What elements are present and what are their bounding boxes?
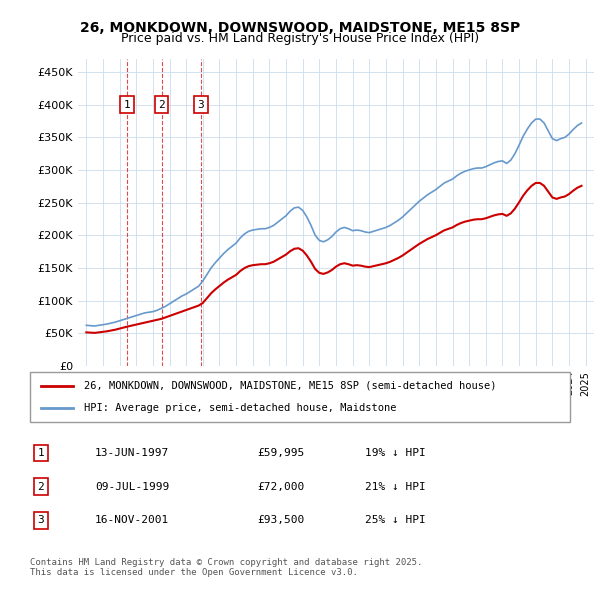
Text: 3: 3 [37,516,44,525]
Text: 26, MONKDOWN, DOWNSWOOD, MAIDSTONE, ME15 8SP: 26, MONKDOWN, DOWNSWOOD, MAIDSTONE, ME15… [80,21,520,35]
Text: Contains HM Land Registry data © Crown copyright and database right 2025.
This d: Contains HM Land Registry data © Crown c… [30,558,422,577]
Text: £72,000: £72,000 [257,482,304,491]
Text: £93,500: £93,500 [257,516,304,525]
Text: 3: 3 [197,100,204,110]
Text: HPI: Average price, semi-detached house, Maidstone: HPI: Average price, semi-detached house,… [84,403,397,413]
Text: 1: 1 [37,448,44,458]
Text: £59,995: £59,995 [257,448,304,458]
Text: 13-JUN-1997: 13-JUN-1997 [95,448,169,458]
Text: 16-NOV-2001: 16-NOV-2001 [95,516,169,525]
Text: 09-JUL-1999: 09-JUL-1999 [95,482,169,491]
FancyBboxPatch shape [30,372,570,422]
Text: 2: 2 [37,482,44,491]
Text: 2: 2 [158,100,165,110]
Text: 21% ↓ HPI: 21% ↓ HPI [365,482,425,491]
Text: 19% ↓ HPI: 19% ↓ HPI [365,448,425,458]
Text: 25% ↓ HPI: 25% ↓ HPI [365,516,425,525]
Text: 26, MONKDOWN, DOWNSWOOD, MAIDSTONE, ME15 8SP (semi-detached house): 26, MONKDOWN, DOWNSWOOD, MAIDSTONE, ME15… [84,381,497,391]
Text: Price paid vs. HM Land Registry's House Price Index (HPI): Price paid vs. HM Land Registry's House … [121,32,479,45]
Text: 1: 1 [124,100,130,110]
